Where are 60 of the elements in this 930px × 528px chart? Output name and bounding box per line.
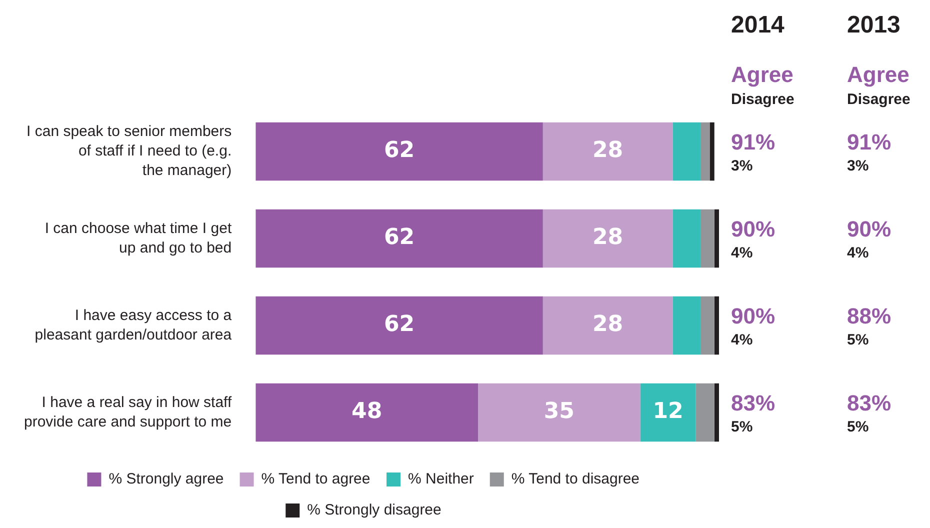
bar <box>256 383 478 442</box>
bar <box>672 122 700 181</box>
data-label: 28 <box>592 225 624 250</box>
data-label: 12 <box>652 399 684 424</box>
text: 5% <box>731 418 753 436</box>
bar <box>542 209 673 268</box>
text: 4% <box>847 244 869 262</box>
bar <box>672 296 700 355</box>
text: 83% <box>847 390 892 416</box>
legend-label: % Tend to disagree <box>511 470 640 488</box>
data-label: 35 <box>544 399 574 424</box>
data-label: 62 <box>384 225 415 250</box>
text: 2013 <box>847 12 900 39</box>
text: 4% <box>731 332 753 349</box>
text: 83% <box>731 390 776 416</box>
bar <box>700 209 714 268</box>
text: Disagree <box>731 91 794 108</box>
bar <box>696 383 714 442</box>
bar <box>700 122 710 181</box>
legend-label: % Neither <box>408 470 474 488</box>
y-tick-label: I can choose what time I get up and go to bed <box>44 220 232 256</box>
legend-label: % Strongly disagree <box>307 502 442 519</box>
text: 90% <box>731 304 776 329</box>
bar <box>542 122 673 181</box>
data-label: 48 <box>352 399 382 424</box>
text: 5% <box>847 418 869 436</box>
data-label: 62 <box>384 312 415 338</box>
text: 91% <box>847 130 892 155</box>
y-tick-label: I have a real say in how staff provide care and support to me <box>24 394 232 430</box>
text: Disagree <box>847 91 910 108</box>
bar <box>256 296 543 355</box>
bar <box>640 383 696 442</box>
text: Agree <box>847 62 910 88</box>
data-label: 28 <box>592 312 624 338</box>
bar <box>672 209 700 268</box>
legend-label: % Tend to agree <box>261 470 370 488</box>
text: 4% <box>731 244 753 262</box>
bar <box>256 122 543 181</box>
y-tick-label: I can speak to senior members of staff if I need to (e.g. the manager) <box>26 123 232 180</box>
bar <box>714 383 719 442</box>
text: 90% <box>847 216 892 242</box>
bar <box>714 209 719 268</box>
text: Agree <box>731 62 794 88</box>
bar <box>710 122 714 181</box>
text: 2014 <box>731 12 786 39</box>
bar <box>256 209 543 268</box>
bar <box>542 296 673 355</box>
legend-label: % Strongly agree <box>108 470 224 488</box>
text: 5% <box>847 332 869 349</box>
data-label: 28 <box>592 138 624 164</box>
text: 3% <box>847 158 869 175</box>
y-tick-label: I have easy access to a pleasant garden/outdoor area <box>34 306 232 344</box>
text: 88% <box>847 304 892 329</box>
text: 91% <box>731 130 776 155</box>
bar <box>700 296 714 355</box>
text: 90% <box>731 216 776 242</box>
bar <box>478 383 640 442</box>
data-label: 62 <box>384 138 415 164</box>
bar <box>714 296 719 355</box>
text: 3% <box>731 158 753 175</box>
